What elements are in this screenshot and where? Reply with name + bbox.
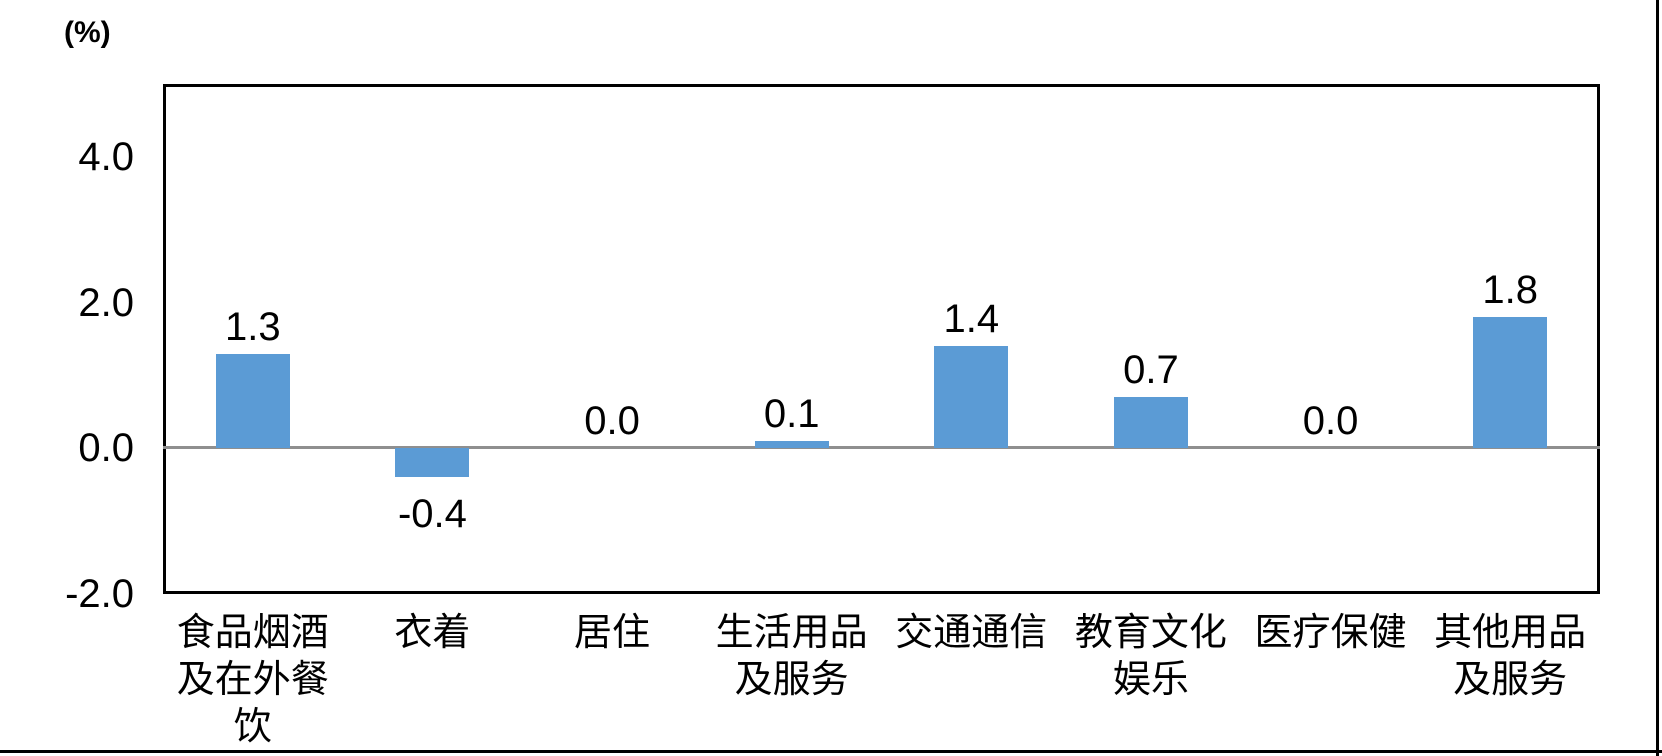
x-axis-category-label: 生活用品 及服务: [715, 612, 868, 701]
x-axis-category-label: 衣着: [394, 612, 471, 654]
zero-gridline: [163, 446, 1600, 449]
bar-value-label: 1.3: [225, 304, 281, 349]
y-axis-tick-label: 4.0: [78, 134, 134, 179]
bar-value-label: 0.1: [763, 392, 820, 436]
y-axis-tick-label: 2.0: [78, 280, 134, 325]
x-axis-category-label: 居住: [574, 612, 651, 654]
bar-value-label: 0.0: [584, 399, 640, 444]
bar-value-label: -0.4: [397, 492, 467, 537]
bar: [1113, 397, 1188, 449]
bar-value-label: 0.7: [1123, 348, 1179, 393]
bar: [934, 346, 1009, 449]
bar: [754, 441, 829, 449]
bar-value-label: 1.8: [1482, 268, 1538, 313]
x-axis-category-label: 教育文化 娱乐: [1074, 612, 1227, 701]
image-bottom-border: [0, 750, 1662, 753]
image-right-border: [1656, 0, 1659, 756]
y-axis-tick-label: 0.0: [78, 426, 134, 471]
bar: [1473, 317, 1548, 449]
bar: [215, 353, 290, 449]
bar-value-label: 0.0: [1302, 399, 1359, 444]
bar-value-label: 1.4: [943, 297, 1000, 342]
x-axis-category-label: 其他用品 及服务: [1434, 612, 1587, 701]
bar: [395, 448, 470, 478]
x-axis-category-label: 食品烟酒 及在外餐 饮: [176, 612, 329, 748]
axis-unit-label: (%): [64, 16, 111, 49]
x-axis-category-label: 医疗保健: [1254, 612, 1407, 654]
y-axis-tick-label: -2.0: [65, 572, 134, 616]
plot-area: [163, 84, 1600, 594]
x-axis-category-label: 交通通信: [895, 612, 1048, 654]
